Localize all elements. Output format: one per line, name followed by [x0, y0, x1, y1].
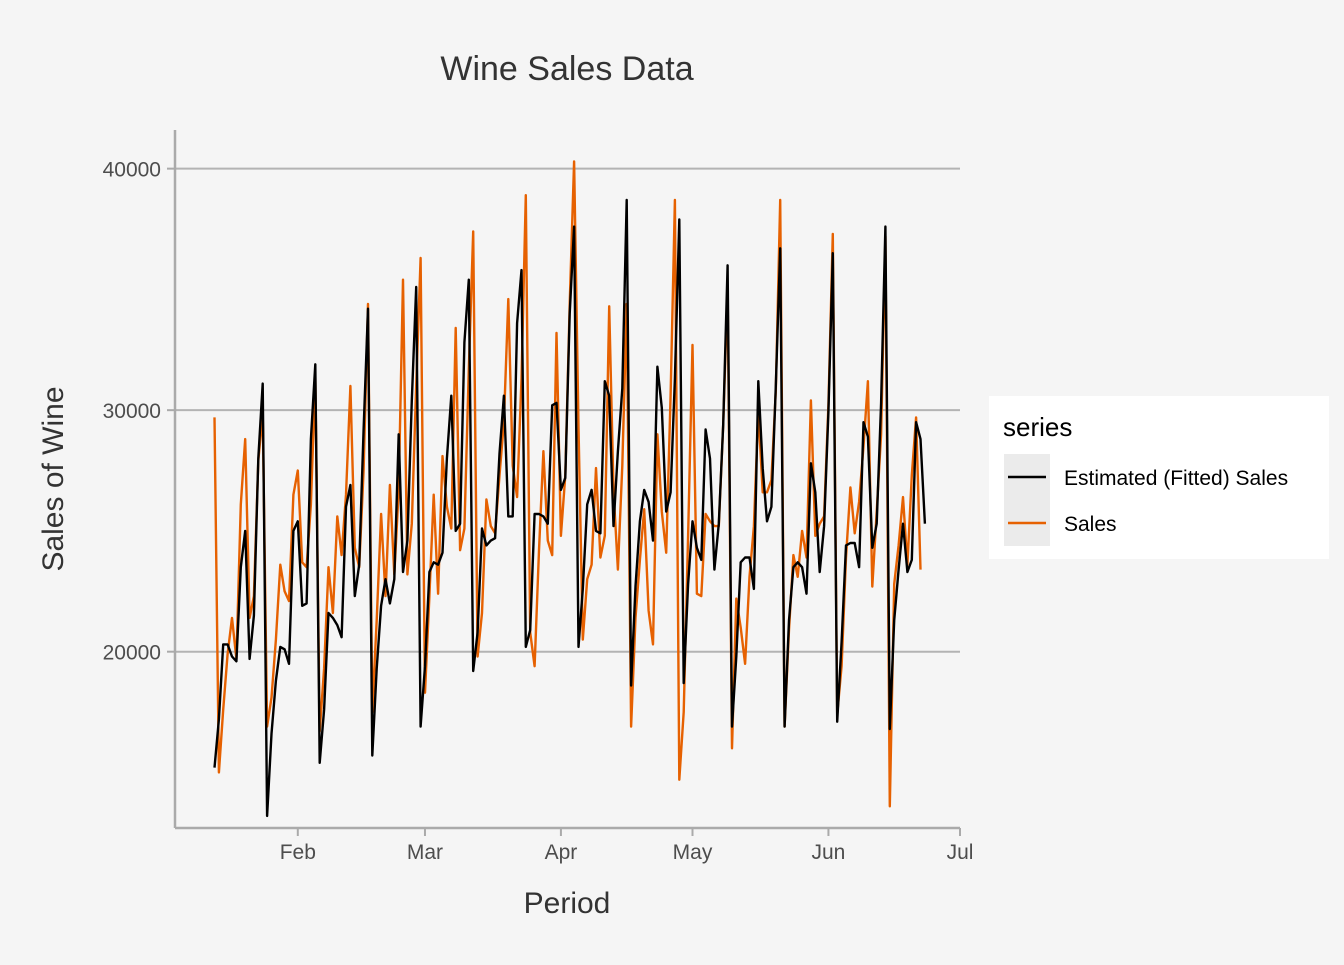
y-tick-label: 40000 [103, 159, 161, 182]
x-tick-label: May [673, 841, 713, 864]
legend-label: Sales [1064, 513, 1117, 536]
legend-label: Estimated (Fitted) Sales [1064, 467, 1288, 490]
x-tick-label: Jun [812, 841, 846, 864]
x-tick-label: Apr [545, 841, 578, 864]
legend-items: Estimated (Fitted) Sales Sales [1004, 454, 1288, 546]
x-axis-label: Period [524, 887, 611, 920]
x-tick-label: Mar [407, 841, 443, 864]
y-axis-label: Sales of Wine [37, 386, 70, 571]
series-line-estimated-fitted-sales [213, 198, 927, 818]
legend-title: series [1003, 412, 1072, 442]
x-tick-label: Feb [280, 841, 316, 864]
y-tick-label: 20000 [103, 642, 161, 665]
y-axis-ticks: 20000 30000 40000 [103, 159, 175, 665]
y-tick-label: 30000 [103, 400, 161, 423]
legend: series Estimated (Fitted) Sales Sales [989, 396, 1329, 559]
x-axis-ticks: Feb Mar Apr May Jun Jul [280, 828, 974, 864]
series-lines [213, 160, 927, 818]
chart-title: Wine Sales Data [440, 50, 693, 88]
x-tick-label: Jul [947, 841, 974, 864]
